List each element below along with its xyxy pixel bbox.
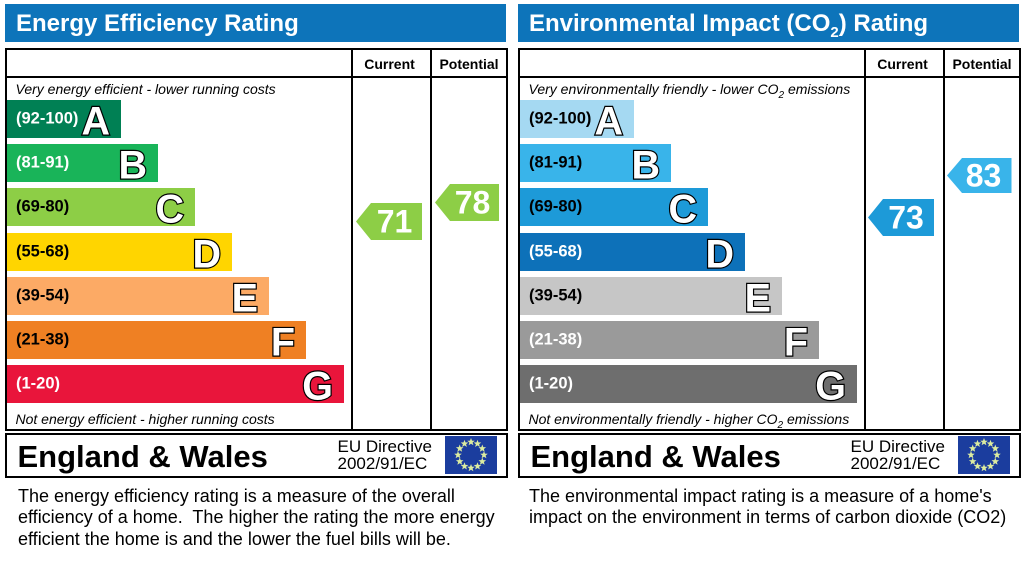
svg-text:G: G [302, 365, 333, 406]
svg-text:C: C [155, 188, 184, 229]
svg-text:78: 78 [455, 185, 491, 221]
svg-text:G: G [815, 365, 846, 406]
svg-text:A: A [594, 100, 623, 141]
svg-text:B: B [631, 144, 660, 185]
svg-text:71: 71 [377, 204, 413, 240]
svg-text:73: 73 [888, 200, 924, 236]
svg-text:D: D [705, 233, 734, 274]
svg-text:83: 83 [965, 158, 1001, 194]
svg-text:A: A [81, 100, 110, 141]
svg-text:B: B [118, 144, 147, 185]
svg-text:F: F [784, 321, 808, 362]
svg-text:C: C [668, 188, 697, 229]
svg-text:D: D [192, 233, 221, 274]
svg-text:F: F [271, 321, 295, 362]
svg-text:E: E [745, 277, 771, 318]
svg-text:E: E [232, 277, 258, 318]
